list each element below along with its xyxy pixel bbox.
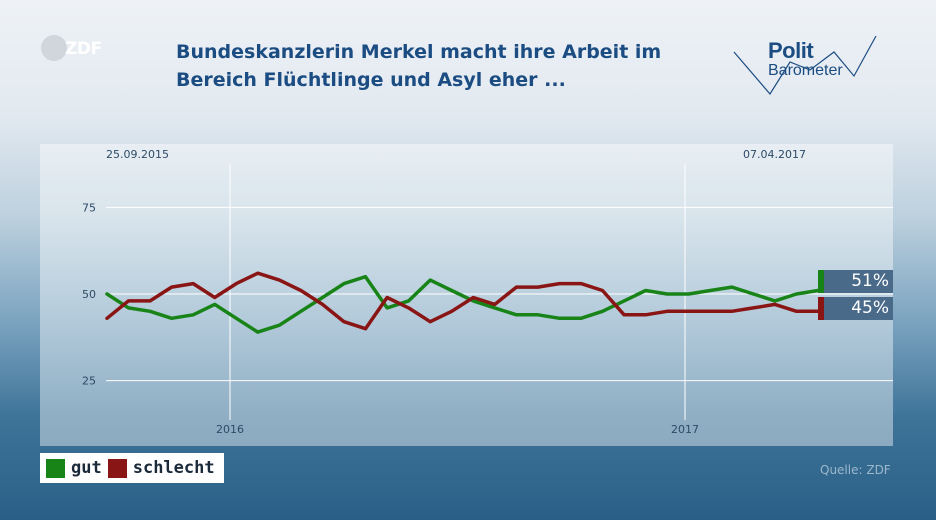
- legend-label-schlecht: schlecht: [132, 458, 215, 478]
- zdf-logo: ZDF: [40, 34, 106, 64]
- zdf-logo-circle-icon: [41, 35, 67, 61]
- legend-swatch-schlecht: [107, 458, 127, 478]
- politbarometer-zigzag-icon: [733, 35, 877, 96]
- series-line-gut: [105, 274, 820, 334]
- y-tick-label-50: 50: [82, 288, 96, 301]
- legend-label-gut: gut: [71, 458, 102, 478]
- gut-badge-color-bar: [818, 270, 824, 293]
- legend-item-gut: gut: [46, 458, 102, 478]
- legend-item-schlecht: schlecht: [107, 458, 215, 478]
- zdf-logo-text: ZDF: [65, 39, 102, 59]
- series-line-schlecht: [105, 271, 820, 331]
- schlecht-badge-color-bar: [818, 297, 824, 320]
- start-date-label: 25.09.2015: [106, 148, 169, 161]
- source-label: Quelle: ZDF: [820, 463, 891, 477]
- schlecht-end-value-badge: 45%: [818, 297, 893, 320]
- legend-swatch-gut: [46, 458, 65, 478]
- gut-end-value-badge: 51%: [818, 270, 893, 293]
- chart-legend: gut schlecht: [40, 453, 224, 483]
- schlecht-end-value-text: 45%: [851, 298, 889, 318]
- politbarometer-logo-line-1: Polit: [768, 38, 814, 63]
- y-tick-label-25: 25: [82, 375, 96, 388]
- chart-panel: 25 50 75 2016 2017 25.09.2015 07.04.2017: [40, 144, 893, 446]
- line-chart: 25 50 75 2016 2017: [82, 164, 893, 436]
- politbarometer-logo-line-2: Barometer: [768, 62, 843, 79]
- end-date-label: 07.04.2017: [743, 148, 806, 161]
- x-tick-label-2016: 2016: [216, 423, 244, 436]
- chart-title-line-2: Bereich Flüchtlinge und Asyl eher ...: [176, 69, 566, 91]
- chart-title-line-1: Bundeskanzlerin Merkel macht ihre Arbeit…: [176, 41, 662, 63]
- chart-title: Bundeskanzlerin Merkel macht ihre Arbeit…: [176, 38, 696, 94]
- x-tick-label-2017: 2017: [671, 423, 699, 436]
- politbarometer-logo: Polit Barometer: [730, 32, 880, 96]
- y-tick-label-75: 75: [82, 201, 96, 214]
- gut-end-value-text: 51%: [851, 271, 889, 291]
